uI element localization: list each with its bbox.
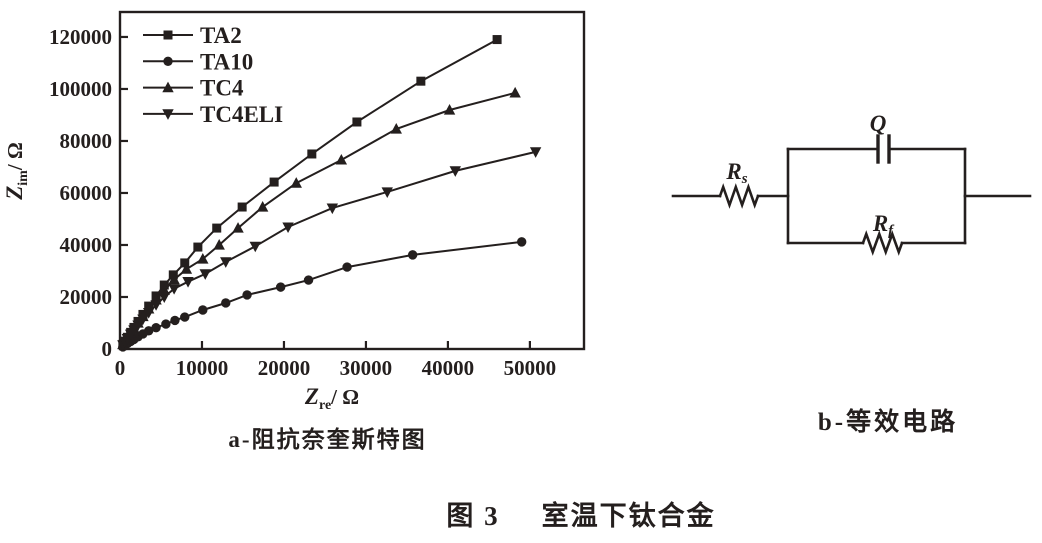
square-marker [492, 35, 502, 45]
circle-marker [163, 56, 173, 66]
triangle-down-marker [449, 166, 461, 177]
circle-marker [407, 250, 418, 260]
legend-item-tc4eli: TC4ELI [143, 102, 283, 127]
y-tick-label: 0 [102, 337, 113, 361]
triangle-up-marker [213, 238, 225, 250]
legend-label: TC4 [200, 76, 244, 101]
triangle-down-marker [158, 292, 170, 303]
triangle-down-marker [142, 307, 155, 319]
square-marker [237, 202, 247, 212]
circle-marker [221, 298, 231, 308]
square-marker [307, 149, 317, 159]
y-tick-label: 20000 [60, 285, 113, 309]
circle-marker [180, 312, 190, 322]
figure-number: 图 3 [446, 501, 500, 531]
circle-marker [303, 275, 314, 285]
panel-b-caption: b-等效电路 [817, 409, 959, 436]
x-tick-label: 50000 [504, 356, 557, 380]
triangle-down-marker [249, 241, 261, 253]
legend-label: TA10 [200, 49, 253, 74]
y-tick-label: 80000 [60, 129, 113, 153]
x-tick-label: 40000 [422, 356, 475, 380]
square-marker [168, 270, 178, 280]
rf-label: Rf [872, 211, 895, 239]
series-line [122, 38, 498, 345]
triangle-up-marker [197, 253, 209, 264]
series-line [122, 91, 516, 346]
triangle-down-marker [282, 222, 294, 234]
equivalent-circuit: Rs Q Rf [671, 111, 1032, 256]
triangle-down-marker [182, 277, 194, 288]
triangle-up-marker [256, 201, 269, 212]
square-marker [269, 177, 279, 187]
y-tick-label: 120000 [49, 25, 112, 49]
triangle-up-marker [390, 123, 402, 134]
square-marker [212, 223, 222, 233]
y-tick-label: 60000 [60, 181, 113, 205]
triangle-down-marker [137, 314, 149, 326]
x-tick-label: 20000 [258, 356, 311, 380]
plot-frame [118, 10, 586, 351]
x-tick-label: 30000 [340, 356, 393, 380]
triangle-up-marker [335, 153, 348, 165]
x-axis-label: Zre/ Ω [304, 384, 359, 413]
legend-item-ta2: TA2 [143, 23, 242, 48]
triangle-down-marker [168, 284, 180, 295]
figure-title: 室温下钛合金 [541, 501, 716, 531]
triangle-down-marker [326, 203, 339, 215]
legend-label: TA2 [200, 23, 242, 48]
legend-label: TC4ELI [200, 102, 283, 127]
triangle-up-marker [168, 273, 180, 285]
triangle-up-marker [443, 104, 456, 115]
triangle-up-marker [290, 177, 302, 188]
triangle-down-marker [162, 109, 174, 120]
y-tick-label: 40000 [60, 233, 113, 257]
resistor-rf-zigzag [861, 230, 904, 256]
rs-label: Rs [725, 159, 747, 187]
series-ta2 [118, 35, 502, 349]
q-label: Q [870, 111, 887, 136]
circle-marker [170, 315, 180, 326]
figure-caption: 图 3 室温下钛合金 [331, 494, 831, 533]
circle-marker [143, 326, 154, 336]
triangle-down-marker [381, 187, 393, 198]
y-tick-label: 100000 [49, 77, 112, 101]
resistor-rs-zigzag [718, 183, 760, 209]
triangle-down-marker [220, 257, 232, 268]
triangle-down-marker [132, 320, 144, 332]
series-tc4 [117, 86, 521, 350]
circle-marker [516, 237, 527, 247]
triangle-down-marker [150, 300, 162, 311]
square-marker [180, 258, 190, 268]
series-tc4eli [117, 147, 542, 351]
circle-marker [242, 290, 252, 300]
circle-marker [275, 282, 286, 292]
triangle-up-marker [232, 222, 244, 233]
square-marker [352, 117, 362, 127]
series-ta10 [118, 237, 527, 352]
x-tick-label: 10000 [176, 356, 229, 380]
square-marker [416, 76, 426, 86]
triangle-up-marker [509, 86, 521, 98]
triangle-up-marker [158, 284, 170, 295]
triangle-down-marker [529, 147, 542, 158]
panel-a-caption: a-阻抗奈奎斯特图 [228, 427, 427, 452]
nyquist-chart: 0 10000 20000 30000 40000 50000 0 20000 40000 600… [2, 10, 586, 413]
y-axis-label: Zim/ Ω [2, 142, 31, 201]
circle-marker [198, 305, 208, 315]
x-tick-label: 0 [115, 356, 126, 380]
series-line [122, 240, 522, 348]
triangle-up-marker [162, 81, 174, 93]
circle-marker [342, 262, 352, 272]
legend-item-ta10: TA10 [143, 49, 253, 74]
triangle-up-marker [180, 263, 193, 274]
square-marker [163, 30, 173, 40]
circle-marker [161, 319, 171, 329]
triangle-down-marker [199, 269, 211, 280]
circle-marker [151, 322, 161, 333]
legend-item-tc4: TC4 [143, 76, 244, 101]
square-marker [193, 242, 203, 252]
